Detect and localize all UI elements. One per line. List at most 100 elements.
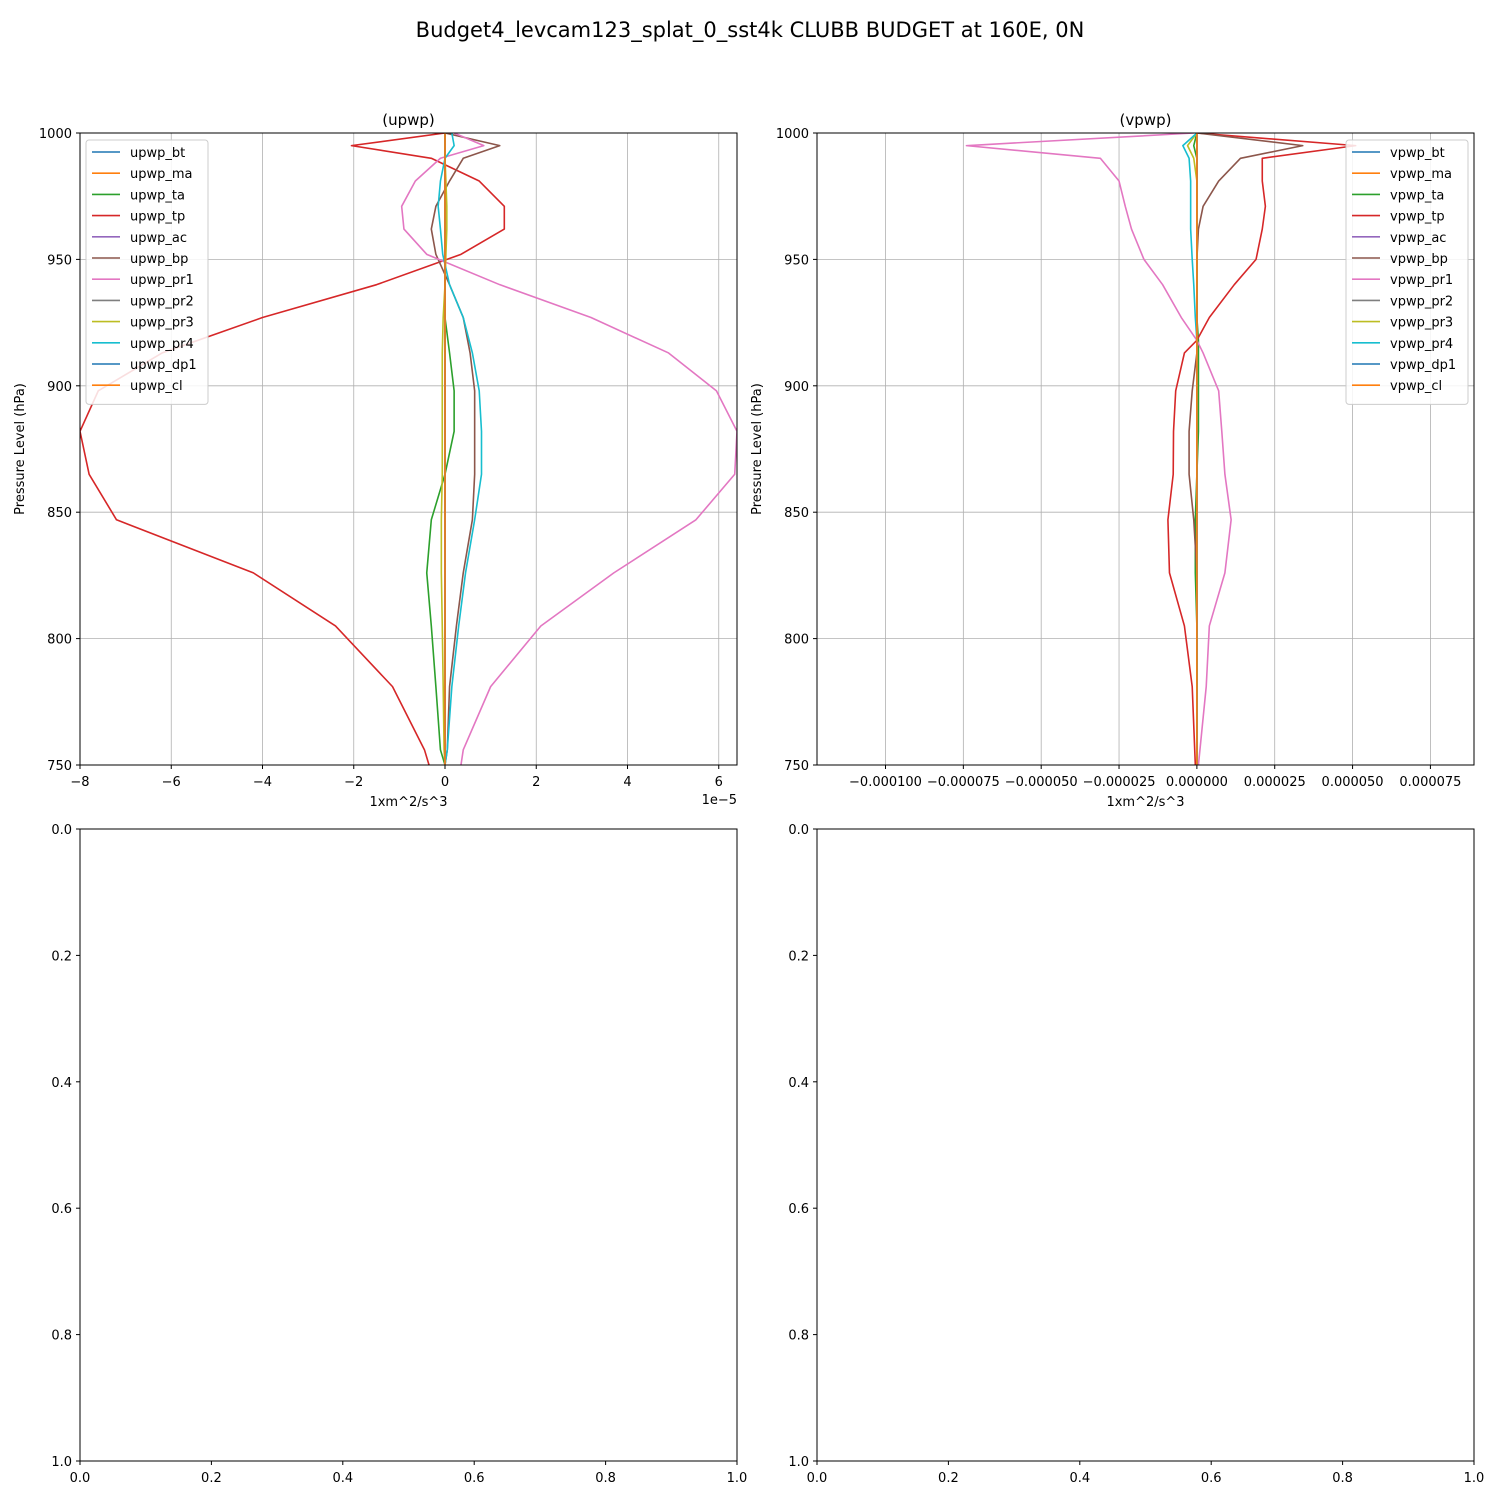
legend-label: vpwp_pr3 bbox=[1390, 316, 1453, 331]
y-tick-label: 0.0 bbox=[788, 823, 809, 838]
x-tick-label: 0.000075 bbox=[1399, 775, 1461, 790]
legend-label: upwp_ta bbox=[130, 188, 185, 203]
x-tick-label: −6 bbox=[162, 775, 181, 790]
legend-label: vpwp_pr1 bbox=[1390, 273, 1453, 288]
y-tick-label: 800 bbox=[784, 633, 809, 648]
legend-label: vpwp_bp bbox=[1390, 252, 1448, 267]
axes-empty-bottom-right: 0.0 0.2 0.4 0.6 0.8 1.00.00.20.40.60.81.0 bbox=[788, 823, 1484, 1486]
x-tick-label: 0.4 bbox=[332, 1471, 353, 1486]
y-tick-label: 950 bbox=[784, 253, 809, 268]
y-tick-label: 1000 bbox=[776, 127, 809, 142]
series-line-upwp_bp bbox=[430, 133, 501, 765]
y-tick-label: 0.8 bbox=[51, 1329, 72, 1344]
x-axis-label: 1xm^2/s^3 bbox=[369, 795, 447, 810]
x-tick-label: 0.0 bbox=[807, 1471, 828, 1486]
x-tick-label: 0.6 bbox=[464, 1471, 485, 1486]
legend-label: vpwp_bt bbox=[1390, 146, 1445, 161]
x-tick-label: 0.8 bbox=[595, 1471, 616, 1486]
x-tick-label: 6 bbox=[715, 775, 723, 790]
x-tick-label: 0.2 bbox=[938, 1471, 959, 1486]
x-tick-label: 0.8 bbox=[1332, 1471, 1353, 1486]
legend-label: upwp_pr4 bbox=[130, 337, 194, 352]
legend: vpwp_bt vpwp_ma vpwp_ta vpwp_tp vpwp_ac vpwp_… bbox=[1345, 139, 1469, 405]
legend-label: vpwp_ac bbox=[1390, 231, 1446, 246]
x-tick-label: 0.000025 bbox=[1244, 775, 1306, 790]
y-tick-label: 850 bbox=[47, 506, 72, 521]
legend-label: vpwp_cl bbox=[1390, 379, 1442, 394]
x-tick-label: −0.000075 bbox=[927, 775, 1000, 790]
y-tick-label: 1.0 bbox=[788, 1455, 809, 1470]
x-tick-label: 0.0 bbox=[70, 1471, 91, 1486]
legend-label: vpwp_ta bbox=[1390, 188, 1444, 203]
x-tick-label: −2 bbox=[344, 775, 363, 790]
series-line-upwp_pr1 bbox=[400, 133, 737, 765]
y-tick-label: 0.6 bbox=[51, 1202, 72, 1217]
x-tick-label: 2 bbox=[532, 775, 540, 790]
axes-frame bbox=[816, 828, 1475, 1462]
x-axis-label: 1xm^2/s^3 bbox=[1106, 795, 1184, 810]
legend-label: upwp_pr3 bbox=[130, 316, 194, 331]
x-tick-label: 0.6 bbox=[1201, 1471, 1222, 1486]
y-axis-label: Pressure Level (hPa) bbox=[13, 383, 28, 515]
x-tick-label: −0.000025 bbox=[1083, 775, 1156, 790]
axes-title: (upwp) bbox=[382, 111, 435, 129]
y-tick-label: 750 bbox=[784, 759, 809, 774]
legend-label: upwp_bt bbox=[130, 146, 185, 161]
legend-label: upwp_tp bbox=[130, 210, 185, 225]
legend: upwp_bt upwp_ma upwp_ta upwp_tp upwp_ac upwp_… bbox=[85, 139, 209, 405]
x-tick-label: 0.000000 bbox=[1166, 775, 1228, 790]
y-tick-label: 750 bbox=[47, 759, 72, 774]
x-tick-label: −0.000050 bbox=[1005, 775, 1078, 790]
axes-upwp: −8 −6 −4 −2 0 2 4 6 750 800 850 900 950 1000 (upwp) 1xm… bbox=[13, 111, 738, 810]
axes-empty-bottom-left: 0.0 0.2 0.4 0.6 0.8 1.00.00.20.40.60.81.0 bbox=[51, 823, 747, 1486]
y-tick-label: 0.8 bbox=[788, 1329, 809, 1344]
y-tick-label: 0.2 bbox=[788, 949, 809, 964]
y-tick-label: 950 bbox=[47, 253, 72, 268]
axes-vpwp: −0.000100 −0.000075 −0.000050 −0.000025 0.00… bbox=[750, 111, 1475, 810]
legend-label: upwp_bp bbox=[130, 252, 188, 267]
series-line-upwp_pr3 bbox=[440, 133, 448, 765]
x-tick-label: 0.000050 bbox=[1322, 775, 1384, 790]
series-group bbox=[80, 133, 737, 765]
y-tick-label: 0.2 bbox=[51, 949, 72, 964]
y-tick-label: 0.0 bbox=[51, 823, 72, 838]
x-tick-label: 0.2 bbox=[201, 1471, 222, 1486]
legend-label: vpwp_pr4 bbox=[1390, 337, 1453, 352]
y-tick-label: 1000 bbox=[39, 127, 72, 142]
legend-label: upwp_cl bbox=[130, 379, 183, 394]
x-offset-text: 1e−5 bbox=[702, 793, 737, 808]
y-tick-label: 900 bbox=[784, 380, 809, 395]
x-tick-label: 4 bbox=[623, 775, 631, 790]
x-tick-label: 1.0 bbox=[727, 1471, 748, 1486]
y-axis-label: Pressure Level (hPa) bbox=[750, 383, 765, 515]
legend-label: upwp_pr2 bbox=[130, 294, 194, 309]
legend-label: upwp_dp1 bbox=[130, 358, 197, 373]
legend-label: vpwp_tp bbox=[1390, 210, 1445, 225]
y-tick-label: 850 bbox=[784, 506, 809, 521]
y-tick-label: 1.0 bbox=[51, 1455, 72, 1470]
y-tick-label: 0.4 bbox=[788, 1076, 809, 1091]
axes-title: (vpwp) bbox=[1120, 111, 1172, 129]
legend-label: upwp_pr1 bbox=[130, 273, 194, 288]
legend-label: vpwp_pr2 bbox=[1390, 294, 1453, 309]
axes-frame bbox=[79, 828, 738, 1462]
axes-frame bbox=[816, 132, 1475, 766]
legend-label: vpwp_dp1 bbox=[1390, 358, 1456, 373]
x-tick-label: −8 bbox=[70, 775, 89, 790]
legend-label: upwp_ma bbox=[130, 167, 193, 182]
x-tick-label: 1.0 bbox=[1464, 1471, 1485, 1486]
x-tick-label: 0 bbox=[441, 775, 449, 790]
y-tick-label: 0.6 bbox=[788, 1202, 809, 1217]
legend-box bbox=[85, 139, 209, 405]
y-tick-label: 900 bbox=[47, 380, 72, 395]
y-tick-label: 0.4 bbox=[51, 1076, 72, 1091]
x-tick-label: 0.4 bbox=[1069, 1471, 1090, 1486]
figure-suptitle: Budget4_levcam123_splat_0_sst4k CLUBB BU… bbox=[416, 18, 1085, 43]
axes-frame bbox=[79, 132, 738, 766]
x-tick-label: −0.000100 bbox=[849, 775, 922, 790]
series-group bbox=[965, 133, 1357, 765]
legend-box bbox=[1345, 139, 1469, 405]
y-tick-label: 800 bbox=[47, 633, 72, 648]
